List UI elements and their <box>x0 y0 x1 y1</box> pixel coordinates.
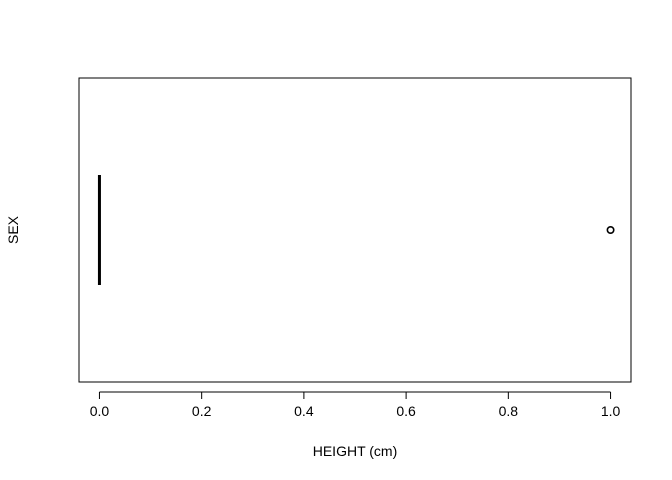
x-tick-label: 1.0 <box>601 403 621 419</box>
outlier-group <box>606 226 615 235</box>
x-tick-label: 0.2 <box>192 403 212 419</box>
y-axis-label: SEX <box>5 215 21 244</box>
plot-frame <box>78 77 632 383</box>
x-axis: 0.0 0.2 0.4 0.6 0.8 1.0 <box>90 391 621 419</box>
x-tick-label: 0.6 <box>396 403 416 419</box>
x-tick-label: 0.8 <box>499 403 519 419</box>
x-axis-label: HEIGHT (cm) <box>313 443 398 459</box>
outlier-point <box>606 226 615 235</box>
x-ticks: 0.0 0.2 0.4 0.6 0.8 1.0 <box>90 392 621 419</box>
x-tick-label: 0.0 <box>90 403 110 419</box>
x-tick-label: 0.4 <box>294 403 314 419</box>
